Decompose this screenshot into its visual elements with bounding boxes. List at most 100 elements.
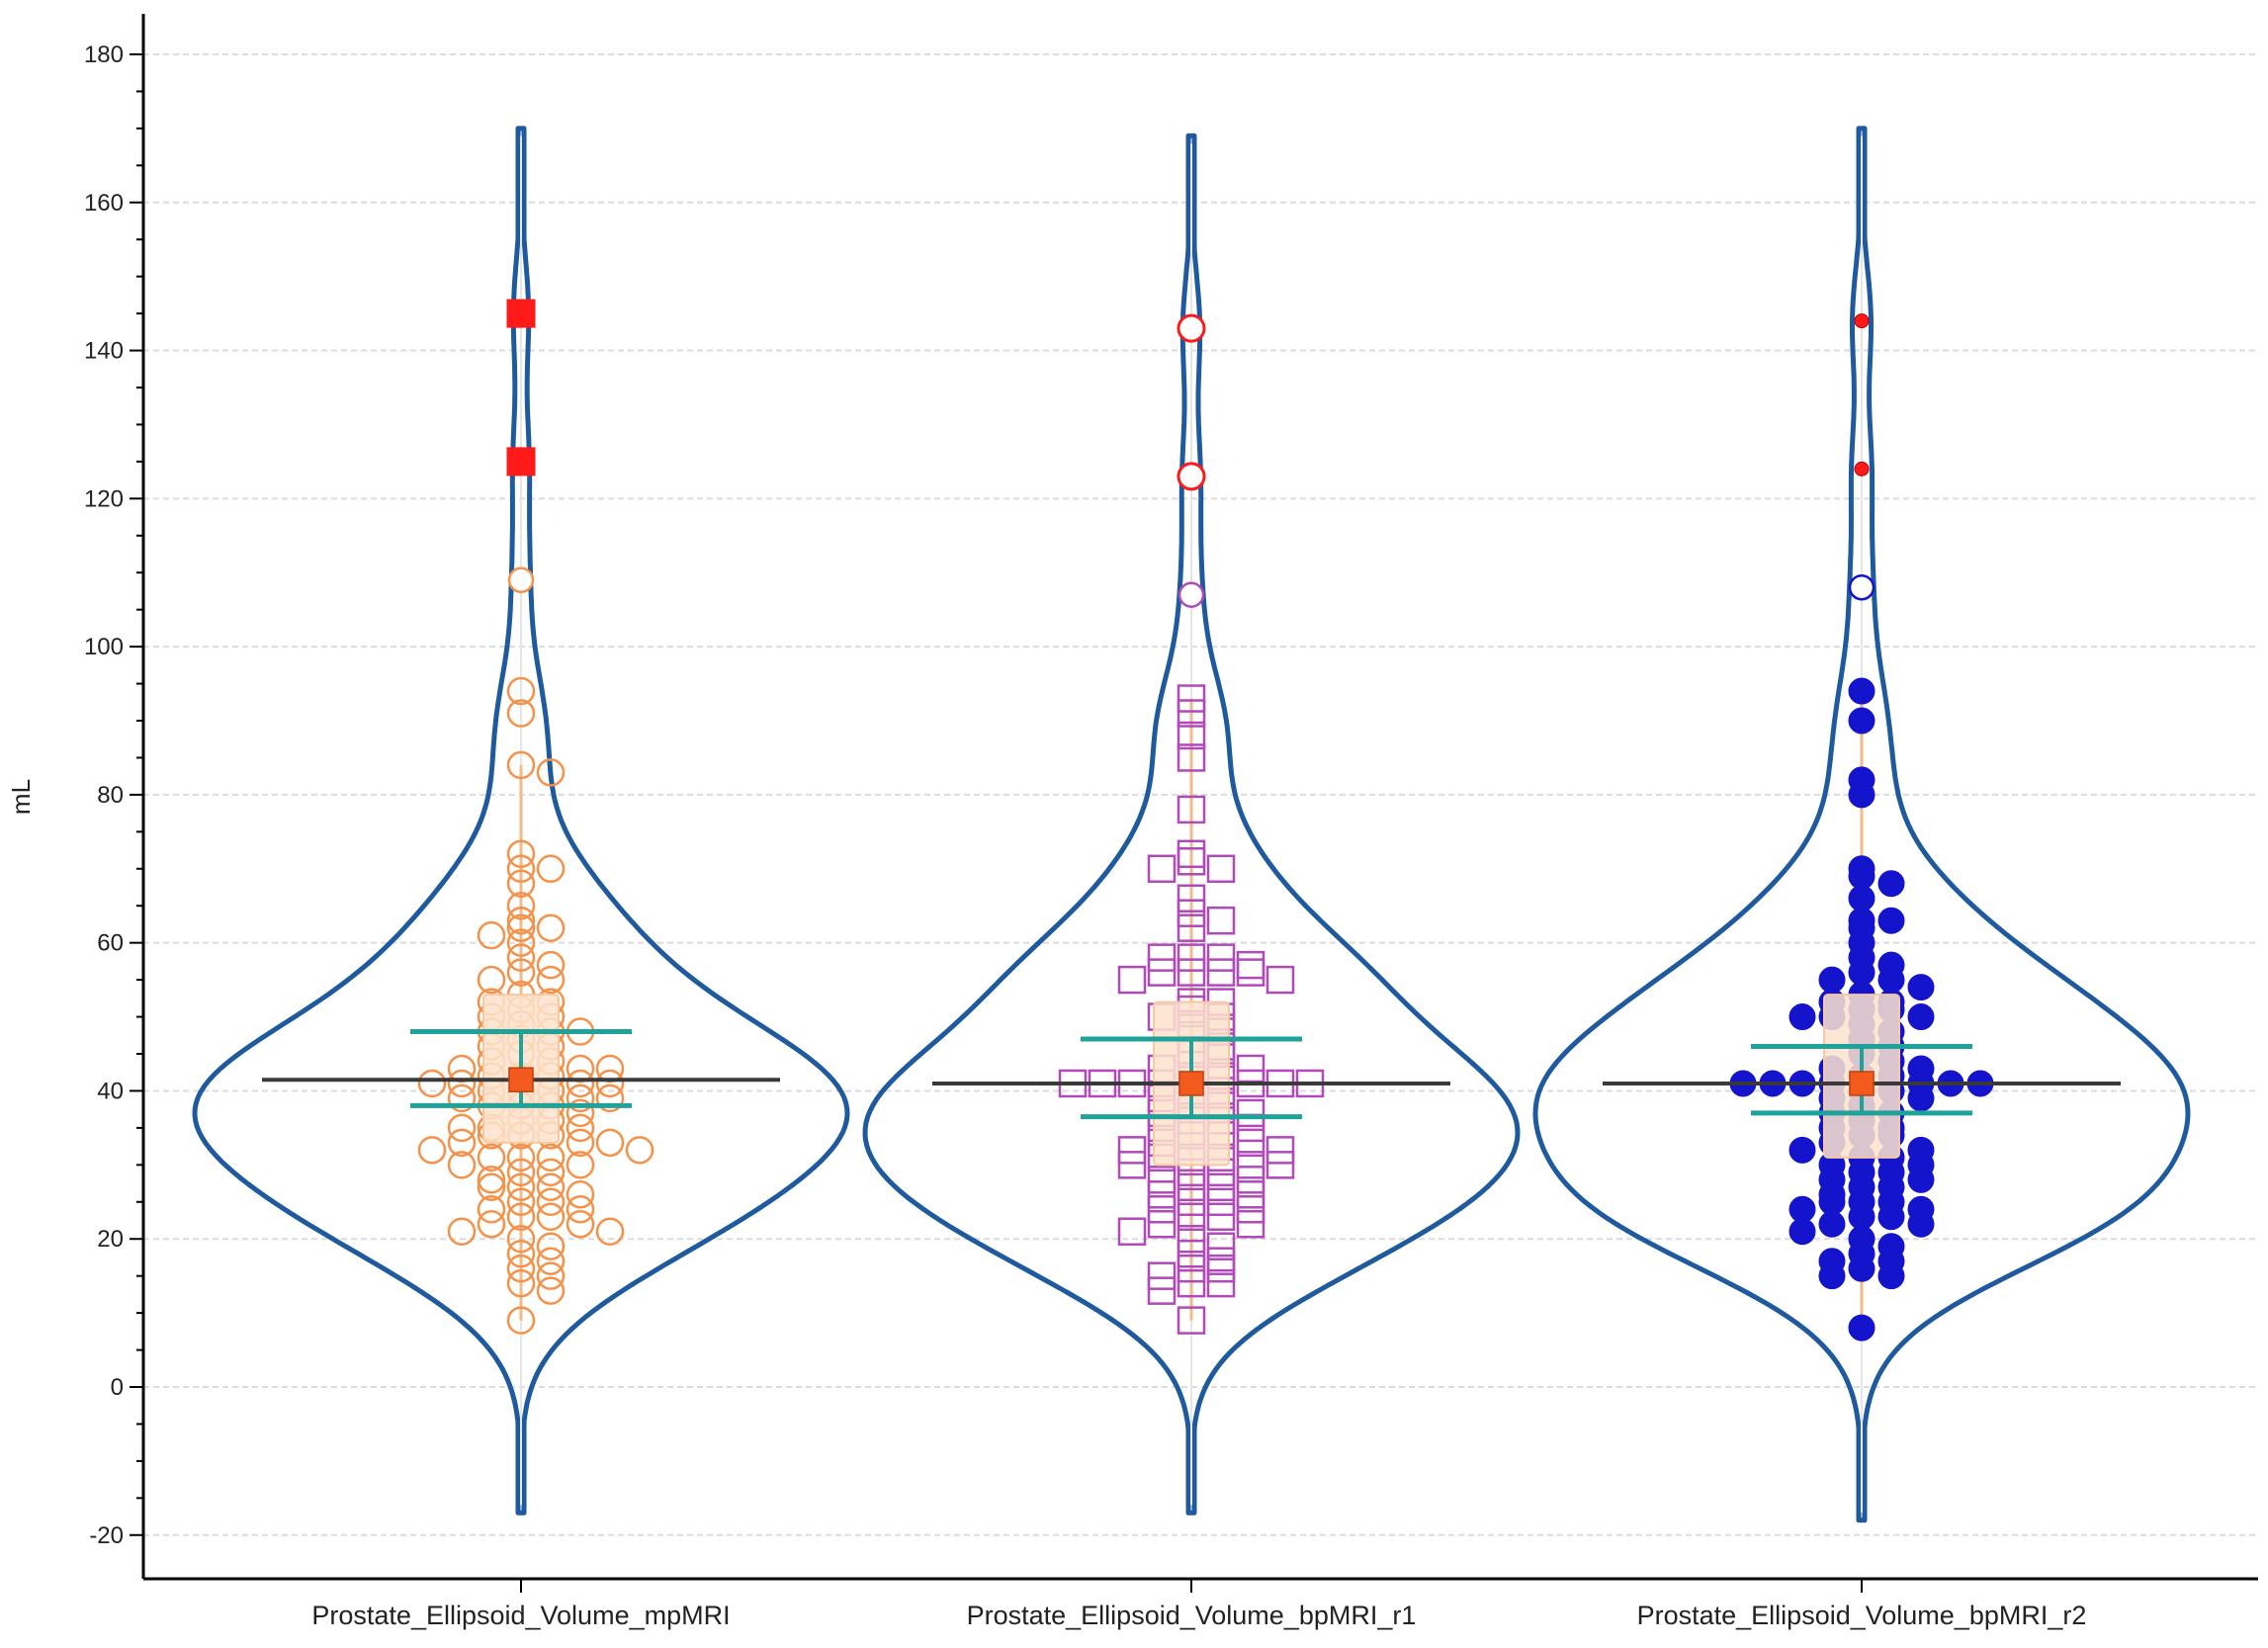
data-point	[566, 1098, 595, 1128]
data-point	[1117, 1217, 1147, 1246]
data-point	[536, 1232, 566, 1260]
data-point	[1177, 743, 1206, 772]
data-point	[477, 1143, 506, 1172]
y-tick-label: 120	[84, 485, 124, 512]
data-point	[477, 920, 506, 950]
violin-group	[192, 126, 850, 1516]
violin-group	[1532, 126, 2191, 1523]
data-point	[566, 1113, 595, 1143]
data-point	[1177, 1239, 1206, 1268]
outlier-marker	[507, 566, 535, 593]
y-tick-label: 0	[111, 1374, 124, 1401]
data-point	[506, 1143, 536, 1172]
data-point	[1907, 1166, 1935, 1193]
data-point	[1177, 899, 1206, 927]
data-point	[536, 1247, 566, 1275]
data-point	[1177, 1172, 1206, 1202]
data-point	[1877, 870, 1905, 898]
data-point	[1907, 974, 1935, 1001]
data-point	[1206, 1254, 1236, 1283]
data-point	[1848, 1314, 1875, 1342]
data-point	[1818, 1210, 1846, 1238]
data-point	[1265, 1136, 1295, 1165]
data-point	[1848, 1255, 1875, 1282]
data-point	[506, 1172, 536, 1202]
data-point	[1907, 1084, 1935, 1112]
y-tick-label: 60	[97, 930, 124, 957]
data-point	[477, 965, 506, 995]
data-point	[506, 891, 536, 920]
outlier-marker	[506, 447, 536, 477]
data-point	[506, 1268, 536, 1298]
data-point	[506, 958, 536, 987]
data-point	[477, 1172, 506, 1202]
y-tick-label: 80	[97, 782, 124, 809]
outlier-marker	[506, 299, 536, 328]
violin-outline	[862, 132, 1521, 1516]
data-point	[1206, 906, 1236, 935]
data-point	[417, 1136, 447, 1165]
data-point	[1147, 958, 1177, 987]
data-point	[506, 1187, 536, 1217]
data-point	[1236, 1098, 1265, 1128]
data-point	[1236, 1054, 1265, 1084]
data-point	[506, 1254, 536, 1283]
data-point	[536, 965, 566, 995]
data-point	[1236, 1166, 1265, 1194]
data-point	[477, 1195, 506, 1224]
data-point	[1236, 950, 1265, 980]
data-point	[1907, 1003, 1935, 1031]
data-point	[1236, 1180, 1265, 1209]
data-point	[1236, 1195, 1265, 1224]
data-point	[447, 1217, 477, 1246]
data-point	[1177, 1306, 1206, 1335]
data-point	[1848, 677, 1875, 705]
data-point	[1147, 1276, 1177, 1305]
data-point	[1907, 1210, 1935, 1238]
data-point	[625, 1136, 654, 1165]
data-point	[506, 913, 536, 942]
data-point	[506, 869, 536, 899]
data-point	[1147, 1180, 1177, 1209]
data-point	[1877, 1203, 1905, 1231]
data-point	[506, 906, 536, 935]
data-point	[566, 1195, 595, 1224]
y-tick-label: -20	[89, 1522, 124, 1549]
grid-lines	[143, 53, 2258, 1536]
data-point	[595, 1217, 625, 1246]
data-point	[1206, 1232, 1236, 1260]
data-point	[447, 1151, 477, 1179]
data-point	[536, 950, 566, 980]
data-point	[536, 758, 566, 787]
data-point	[536, 1143, 566, 1172]
data-point	[1206, 854, 1236, 884]
data-point	[506, 1202, 536, 1232]
data-point	[1117, 1151, 1147, 1179]
data-point	[1147, 1195, 1177, 1224]
data-point	[1788, 1136, 1816, 1164]
data-point	[566, 1128, 595, 1158]
data-point	[1848, 707, 1875, 735]
x-axis-labels: Prostate_Ellipsoid_Volume_mpMRI Prostate_…	[311, 1579, 2086, 1630]
data-point	[506, 676, 536, 706]
data-point	[1177, 847, 1206, 876]
data-point	[566, 1084, 595, 1113]
data-point	[1206, 1187, 1236, 1217]
data-point	[566, 1151, 595, 1179]
data-point	[1788, 1003, 1816, 1031]
data-point	[447, 1054, 477, 1084]
outlier-marker	[1177, 313, 1206, 343]
outlier-marker	[1854, 461, 1870, 477]
y-axis-ticks: -20 0 20 40 60 80 100 120 140 160 180	[84, 42, 143, 1549]
y-tick-label: 40	[97, 1078, 124, 1104]
data-point	[506, 1239, 536, 1268]
x-category-label: Prostate_Ellipsoid_Volume_bpMRI_r1	[967, 1601, 1417, 1630]
mean-marker	[1849, 1071, 1875, 1096]
data-point	[1877, 1262, 1905, 1290]
data-point	[1236, 958, 1265, 987]
data-point	[536, 1172, 566, 1202]
data-point	[447, 1069, 477, 1098]
data-point	[1147, 943, 1177, 972]
outlier-marker	[1177, 462, 1206, 491]
